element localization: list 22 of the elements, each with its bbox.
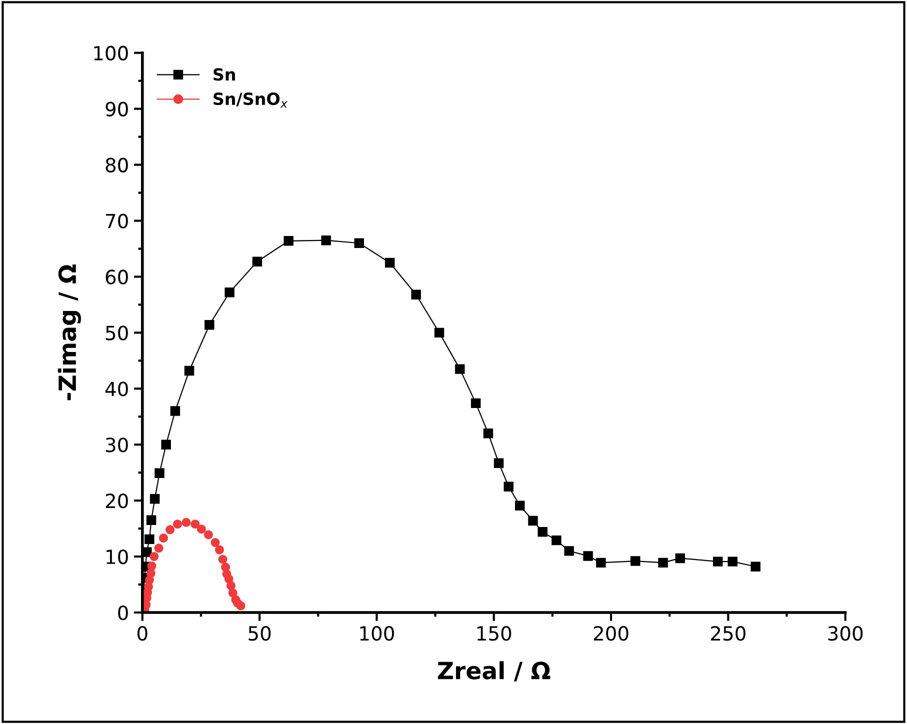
x-tick-label: 0 [137,626,148,641]
x-axis-title: Zreal / Ω [438,661,550,682]
x-tick-label: 250 [711,626,746,641]
y-tick-label: 20 [106,494,128,508]
y-tick-label: 90 [106,102,128,116]
y-tick-label: 10 [106,549,128,564]
legend-label: Sn/SnO$_{x}$ [214,92,288,108]
x-tick-label: 150 [477,626,512,641]
y-tick-label: 30 [106,438,128,452]
y-tick-label: 50 [106,326,128,340]
x-tick-label: 100 [360,626,394,641]
x-tick-label: 300 [828,626,863,641]
x-tick-label: 50 [248,626,271,641]
y-tick-label: 100 [94,46,128,61]
legend-label: Sn [214,68,235,81]
y-tick-label: 40 [105,382,128,396]
y-axis-title: -Zimag / Ω [58,264,81,400]
y-tick-label: 60 [106,270,128,284]
x-tick-label: 200 [594,626,628,641]
y-tick-label: 0 [118,605,128,620]
y-tick-label: 80 [106,158,128,172]
y-tick-label: 70 [106,214,128,228]
